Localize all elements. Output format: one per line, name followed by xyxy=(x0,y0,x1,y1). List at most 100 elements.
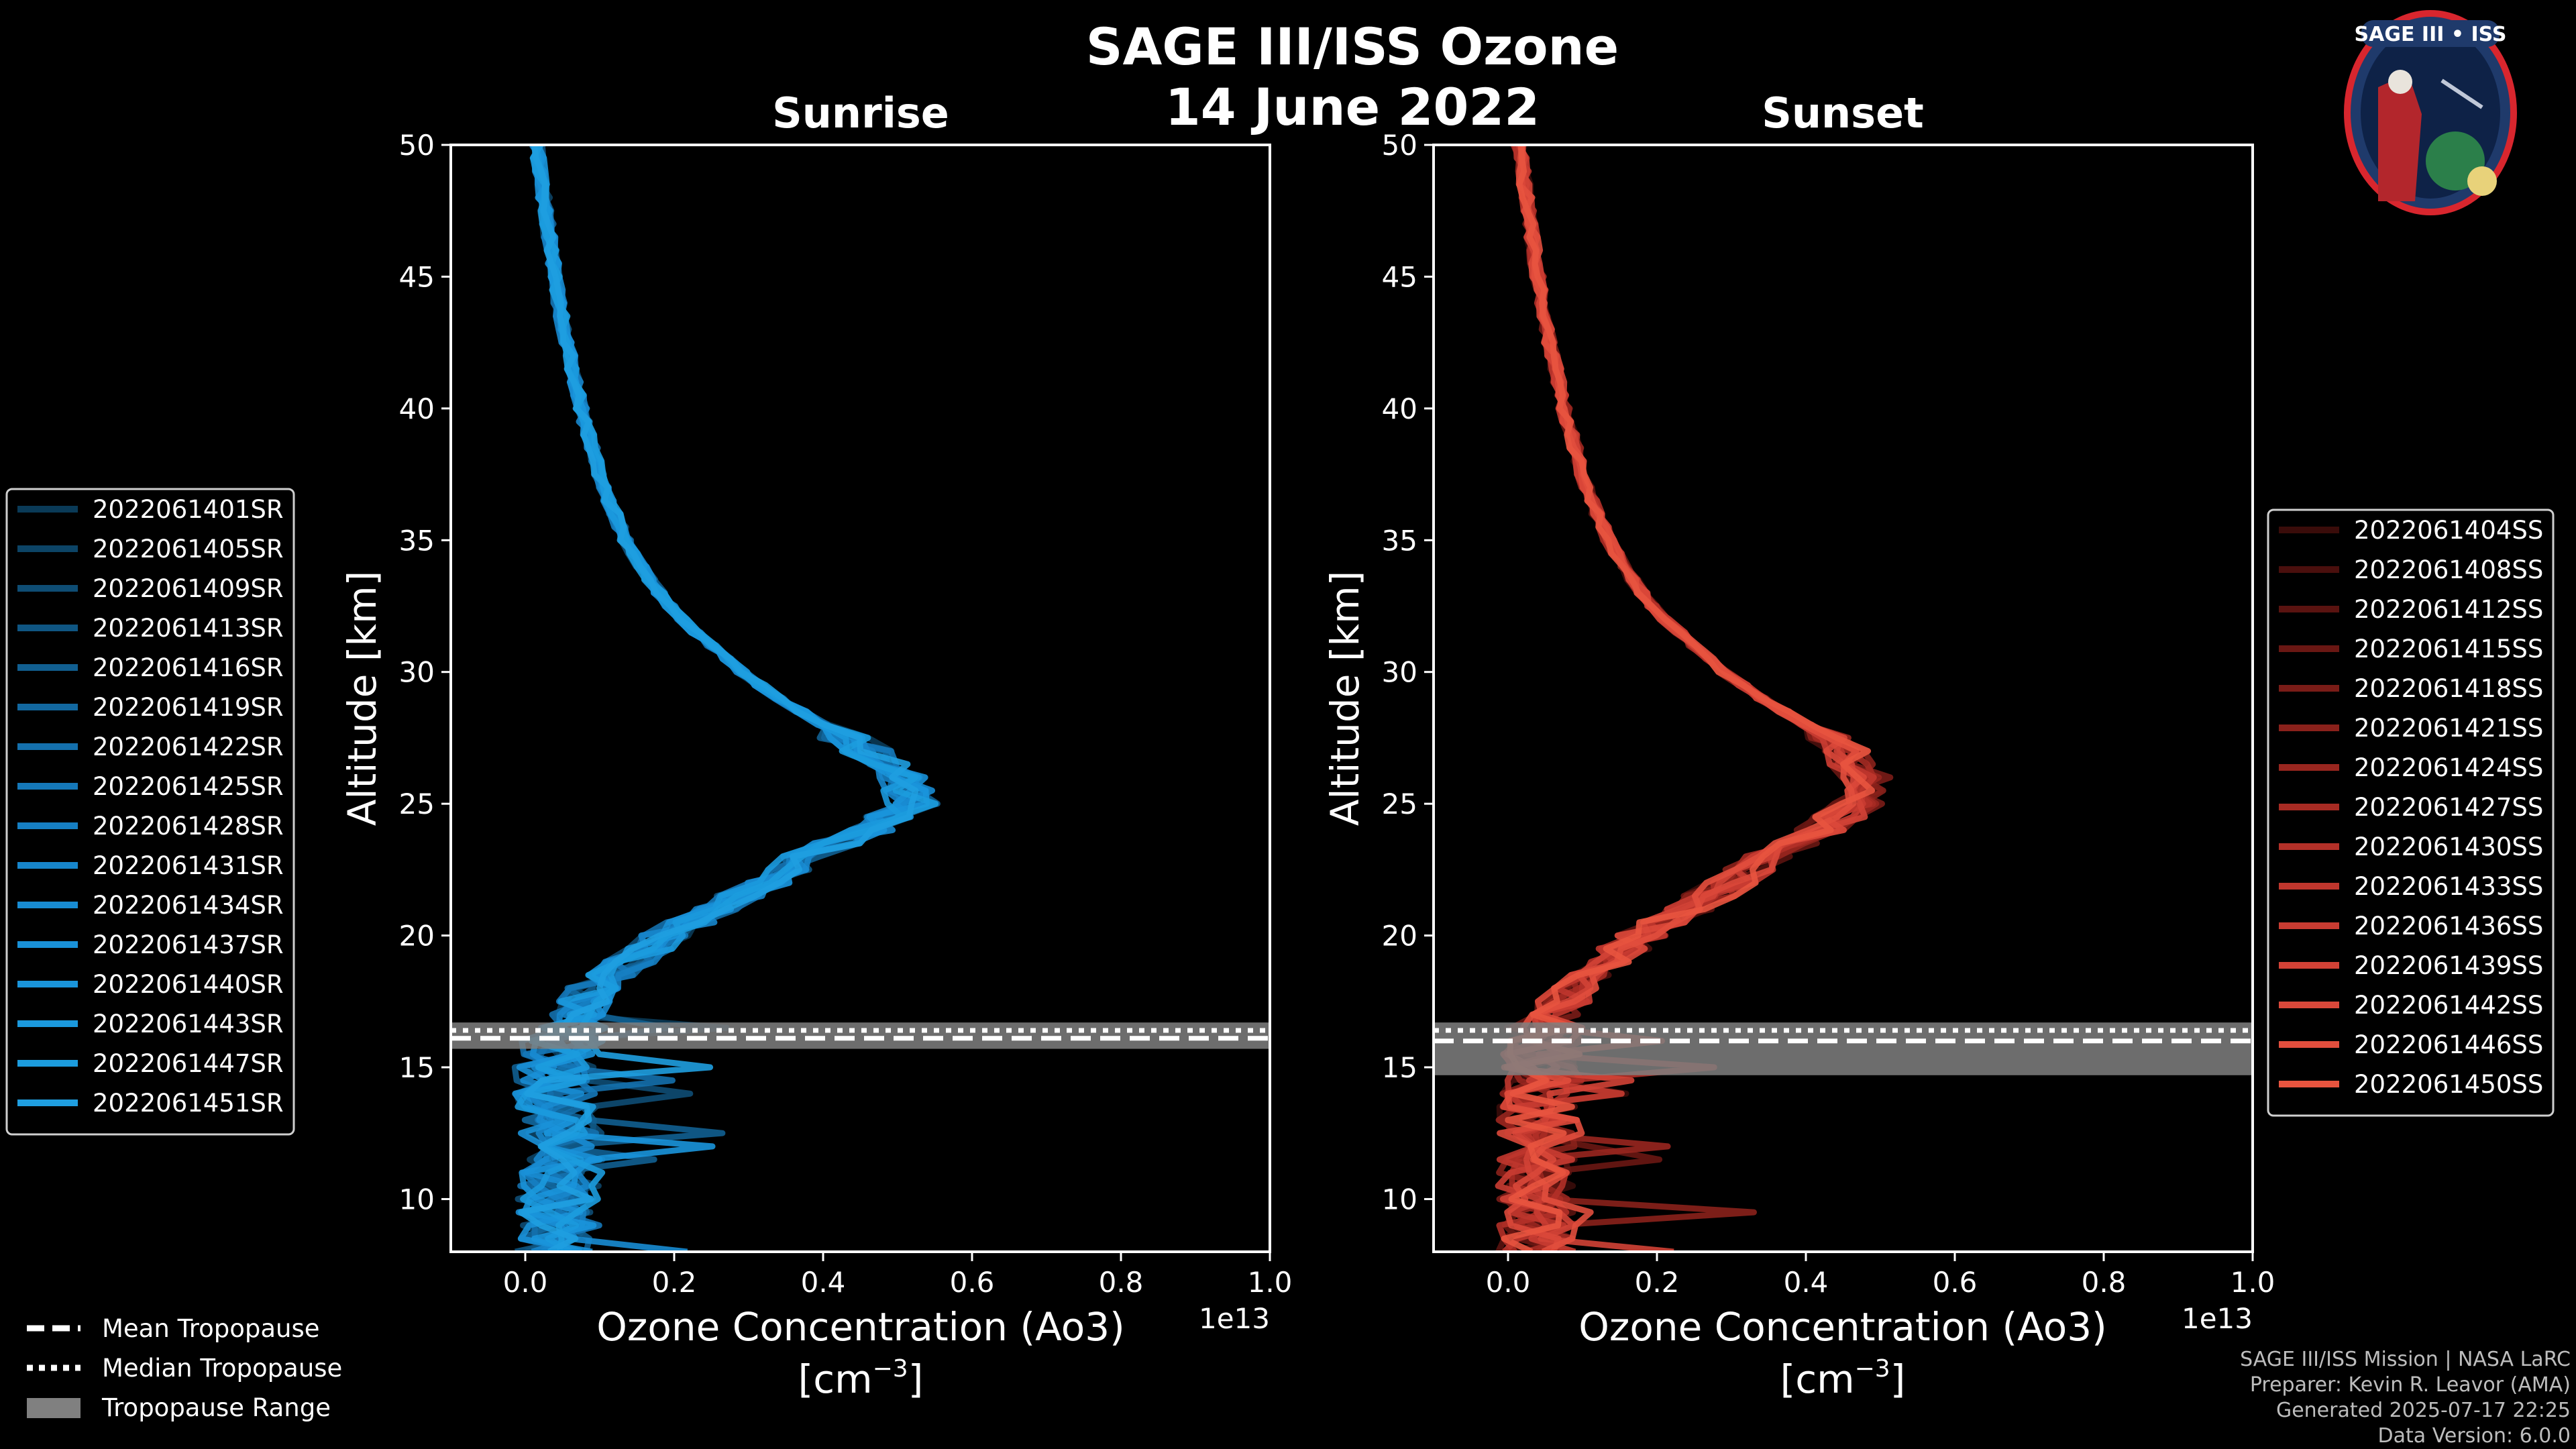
sunrise-xtick-label: 1.0 xyxy=(1248,1266,1293,1299)
credit-preparer: Preparer: Kevin R. Leavor (AMA) xyxy=(2250,1373,2571,1397)
sunset-ytick-label: 10 xyxy=(1382,1183,1417,1216)
sunrise-legend-entry: 2022061401SR xyxy=(93,495,284,524)
sunrise-legend-entry: 2022061443SR xyxy=(93,1010,284,1038)
sunrise-legend-entry: 2022061431SR xyxy=(93,851,284,880)
sunset-offset-label: 1e13 xyxy=(2182,1302,2253,1335)
sunrise-profile-lines xyxy=(511,145,941,1252)
sunset-ytick-label: 30 xyxy=(1382,656,1417,689)
credits: SAGE III/ISS Mission | NASA LaRC Prepare… xyxy=(2240,1348,2571,1448)
figure-title: SAGE III/ISS Ozone xyxy=(1086,17,1619,76)
sunrise-legend-entry: 2022061409SR xyxy=(93,574,284,603)
sunrise-ytick-label: 45 xyxy=(399,260,435,293)
sunset-legend-entry: 2022061439SS xyxy=(2354,951,2543,980)
sunset-title: Sunset xyxy=(1762,89,1924,138)
sunrise-legend-entry: 2022061440SR xyxy=(93,970,284,999)
sunset-ytick-label: 35 xyxy=(1382,524,1417,557)
sunset-legend-entry: 2022061427SS xyxy=(2354,793,2543,822)
logo-banner xyxy=(2361,20,2500,47)
sunset-axes-frame xyxy=(1432,144,2254,1253)
sunrise-ytick-label: 20 xyxy=(399,920,435,953)
sunrise-xtick-label: 0.2 xyxy=(652,1266,697,1299)
sunrise-legend-entry: 2022061434SR xyxy=(93,891,284,920)
sunrise-ytick-label: 25 xyxy=(399,788,435,820)
sunrise-xtick-label: 0.6 xyxy=(950,1266,995,1299)
sunrise-legend-entry: 2022061437SR xyxy=(93,930,284,959)
sunrise-xtick-label: 0.8 xyxy=(1099,1266,1144,1299)
sunset-legend-entry: 2022061436SS xyxy=(2354,912,2543,941)
sunset-legend-entry: 2022061446SS xyxy=(2354,1030,2543,1059)
sunset-legend-frame xyxy=(2267,508,2555,1117)
logo-figure-head-icon xyxy=(2388,70,2412,94)
sunrise-legend-entry: 2022061416SR xyxy=(93,653,284,682)
logo-sun-icon xyxy=(2467,166,2497,196)
sunrise-ytick-label: 10 xyxy=(399,1183,435,1216)
sunrise-xunit: [cm−3] xyxy=(798,1355,924,1402)
sunrise-ytick-label: 40 xyxy=(399,392,435,425)
sunset-xtick-label: 0.0 xyxy=(1486,1266,1531,1299)
sunrise-ytick-label: 50 xyxy=(399,129,435,162)
sunset-legend-entry: 2022061408SS xyxy=(2354,555,2543,584)
sunset-xlabel: Ozone Concentration (Ao3) xyxy=(1578,1304,2107,1350)
sunset-ytick-label: 40 xyxy=(1382,392,1417,425)
sunset-legend-entry: 2022061430SS xyxy=(2354,833,2543,861)
sunrise-ytick-label: 30 xyxy=(399,656,435,689)
sunset-ylabel: Altitude [km] xyxy=(1322,571,1368,826)
sunrise-ytick-label: 35 xyxy=(399,524,435,557)
credit-mission: SAGE III/ISS Mission | NASA LaRC xyxy=(2240,1348,2571,1371)
sunrise-legend-entry: 2022061413SR xyxy=(93,614,284,643)
sunrise-profile-2022061451SR xyxy=(518,145,919,1252)
sunset-ytick-label: 45 xyxy=(1382,260,1417,293)
logo-station-icon xyxy=(2440,78,2483,109)
sunrise-tropopause-range xyxy=(451,1022,1270,1049)
sunrise-title: Sunrise xyxy=(772,89,949,138)
sunrise-axes-frame xyxy=(449,144,1271,1253)
sunrise-xtick-label: 0.0 xyxy=(503,1266,548,1299)
tropopause-range-swatch xyxy=(27,1398,80,1418)
logo-figure-icon xyxy=(2378,74,2422,201)
sunrise-xtick-label: 0.4 xyxy=(801,1266,846,1299)
sunset-ytick-label: 25 xyxy=(1382,788,1417,820)
sunset-legend-entry: 2022061404SS xyxy=(2354,516,2543,545)
sunset-xtick-label: 0.8 xyxy=(2082,1266,2127,1299)
sunset-legend-entry: 2022061433SS xyxy=(2354,872,2543,901)
sunrise-panel: Sunrise 0.0 0.2 0.4 0.6 0.8 1.0 10 15 20 25 30 35 40… xyxy=(339,89,1292,1402)
sunset-xunit: [cm−3] xyxy=(1780,1355,1906,1402)
logo-text: SAGE III • ISS xyxy=(2355,23,2507,46)
sunrise-xlabel: Ozone Concentration (Ao3) xyxy=(596,1304,1125,1350)
sunrise-offset-label: 1e13 xyxy=(1199,1302,1270,1335)
sunset-panel: Sunset 0.0 0.2 0.4 0.6 0.8 1.0 10 15 20 25 30 35 40 4… xyxy=(1322,89,2275,1402)
sunset-legend-entry: 2022061424SS xyxy=(2354,753,2543,782)
median-tropopause-label: Median Tropopause xyxy=(102,1354,342,1383)
sunset-ytick-label: 20 xyxy=(1382,920,1417,953)
sage-iii-iss-logo: SAGE III • ISS xyxy=(2344,10,2517,215)
sunset-legend-entry: 2022061415SS xyxy=(2354,635,2543,663)
sunrise-legend-entry: 2022061422SR xyxy=(93,733,284,761)
sunrise-legend-entry: 2022061419SR xyxy=(93,693,284,722)
sunset-legend-entry: 2022061418SS xyxy=(2354,674,2543,703)
sunset-legend: 2022061404SS 2022061408SS 2022061412SS 2022… xyxy=(2267,508,2555,1117)
sunset-legend-entry: 2022061421SS xyxy=(2354,714,2543,743)
sunrise-legend-entry: 2022061451SR xyxy=(93,1089,284,1118)
sunset-ytick-label: 50 xyxy=(1382,129,1417,162)
tropopause-range-label: Tropopause Range xyxy=(101,1393,331,1422)
figure-date: 14 June 2022 xyxy=(1165,77,1540,137)
sunset-legend-entry: 2022061442SS xyxy=(2354,991,2543,1020)
mean-tropopause-label: Mean Tropopause xyxy=(102,1314,320,1343)
sunrise-legend-entry: 2022061405SR xyxy=(93,535,284,564)
sunset-xtick-label: 1.0 xyxy=(2231,1266,2275,1299)
sunset-xtick-label: 0.4 xyxy=(1784,1266,1829,1299)
sunset-legend-entry: 2022061450SS xyxy=(2354,1070,2543,1099)
credit-generated: Generated 2025-07-17 22:25 xyxy=(2276,1399,2571,1422)
credit-version: Data Version: 6.0.0 xyxy=(2378,1424,2571,1448)
sunrise-ylabel: Altitude [km] xyxy=(339,571,385,826)
sunset-legend-entry: 2022061412SS xyxy=(2354,595,2543,624)
sunrise-legend-entry: 2022061447SR xyxy=(93,1049,284,1078)
sunset-ytick-label: 15 xyxy=(1382,1051,1417,1084)
sunrise-ytick-label: 15 xyxy=(399,1051,435,1084)
sunrise-legend: 2022061401SR 2022061405SR 2022061409SR 2022… xyxy=(5,488,295,1136)
sunrise-legend-frame xyxy=(5,488,295,1136)
tropopause-legend: Mean Tropopause Median Tropopause Tropop… xyxy=(27,1314,342,1422)
sunrise-legend-entry: 2022061428SR xyxy=(93,812,284,841)
